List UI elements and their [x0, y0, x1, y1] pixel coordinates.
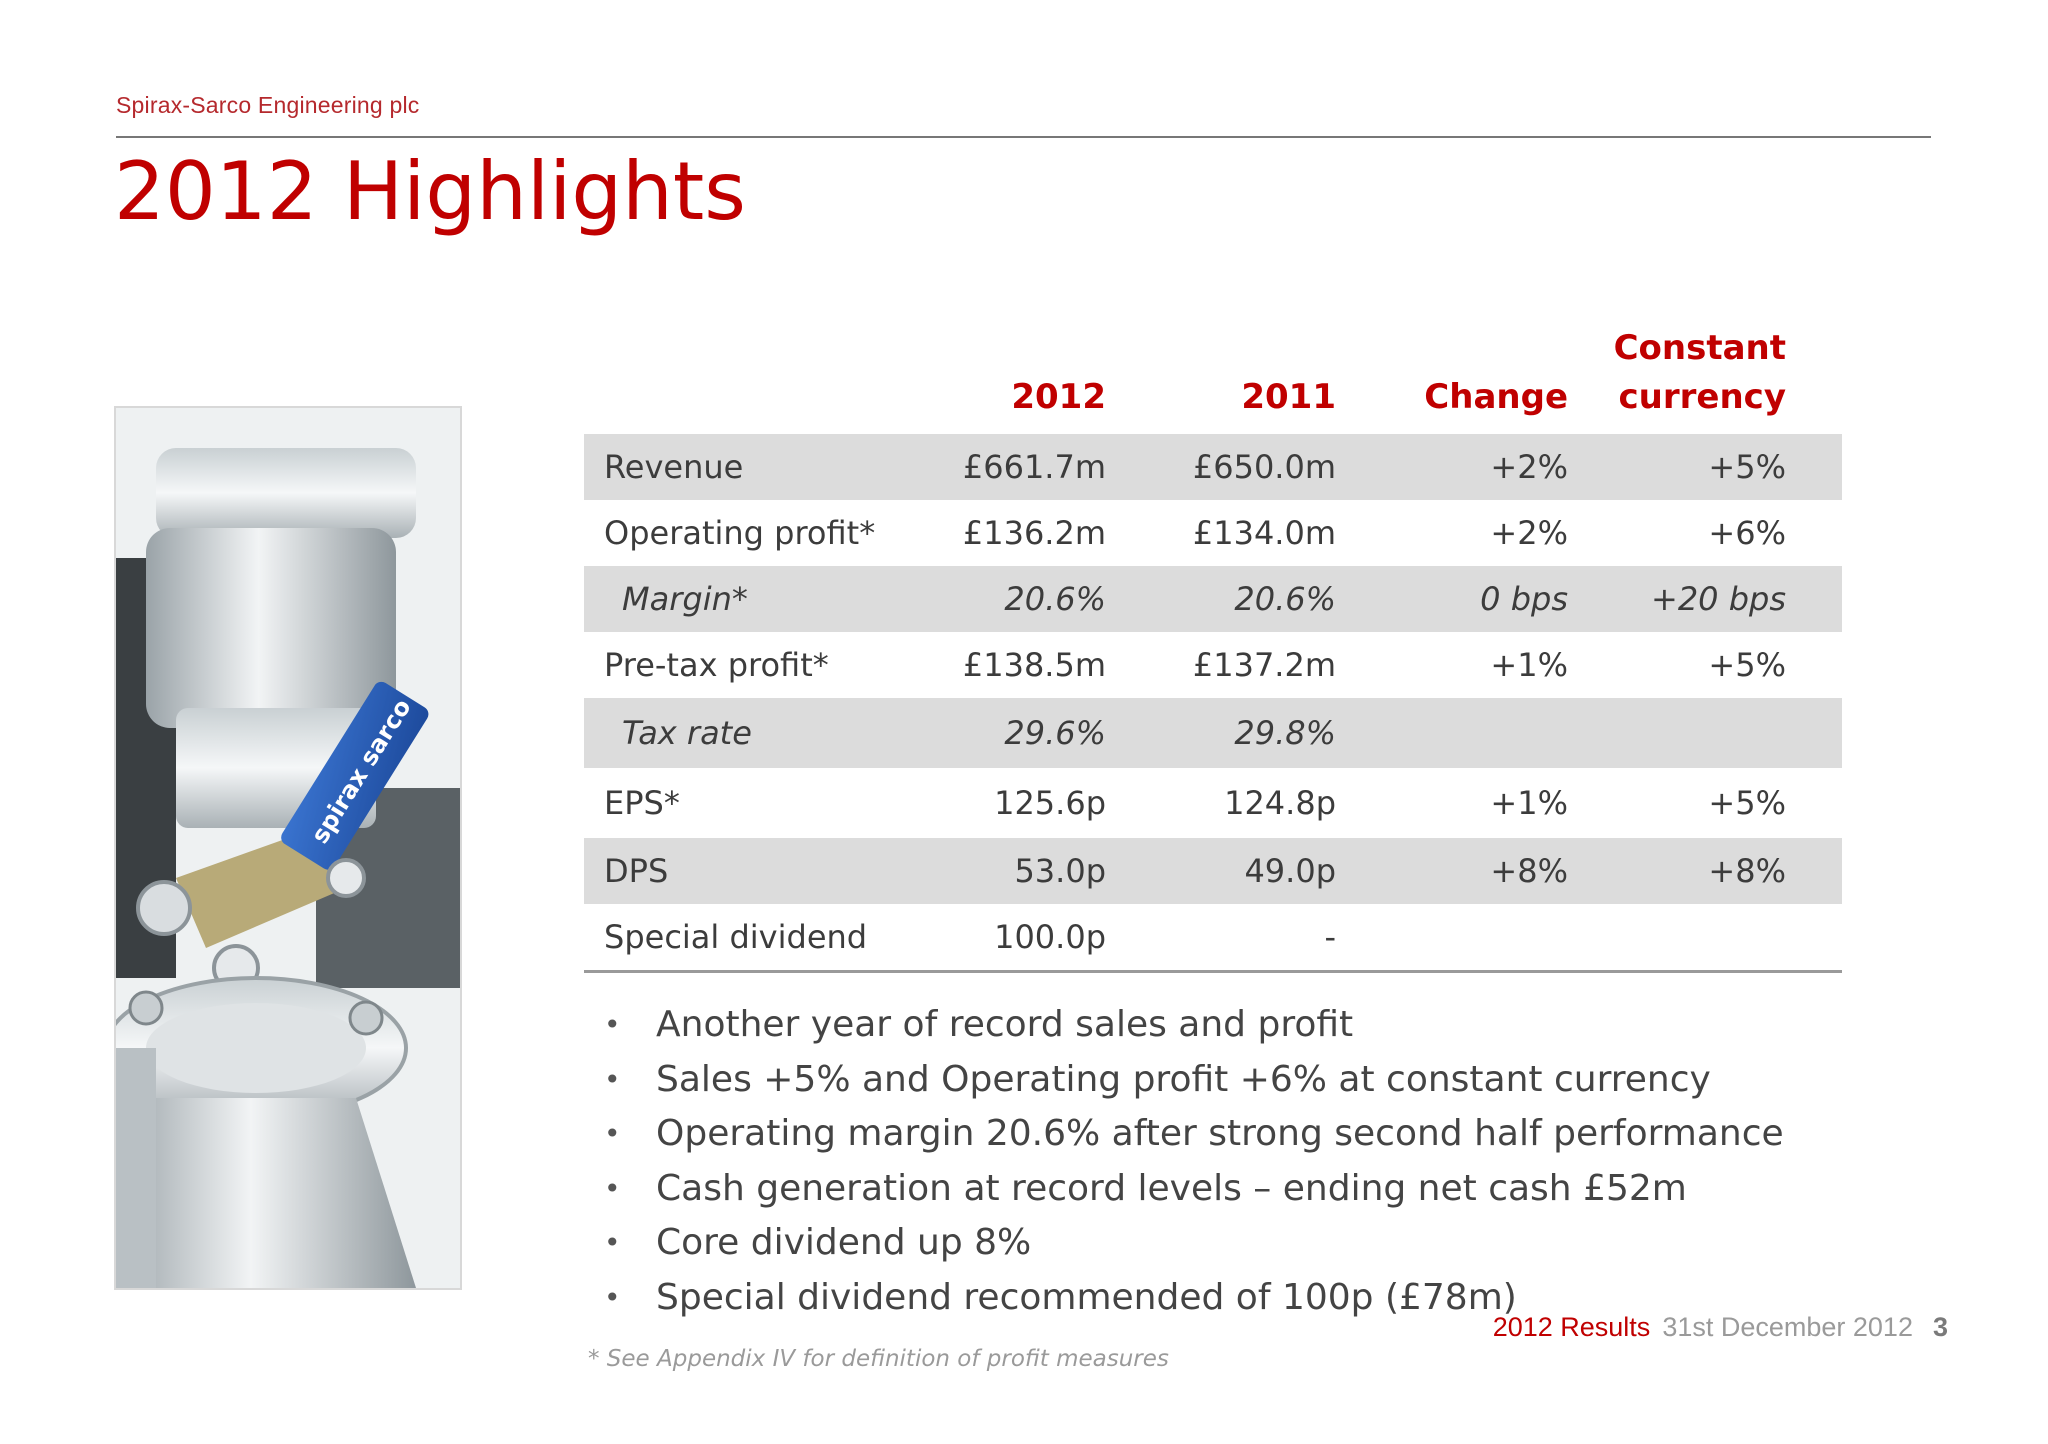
cell-2011: £134.0m	[1192, 514, 1336, 552]
footer-report: 2012 Results	[1492, 1312, 1651, 1342]
footnote: * See Appendix IV for definition of prof…	[588, 1346, 1169, 1372]
bullet-text: Another year of record sales and profit	[656, 1004, 1354, 1045]
table-row: EPS* 125.6p 124.8p +1% +5%	[584, 768, 1842, 838]
list-item: • Another year of record sales and profit	[604, 998, 1784, 1053]
table-row: DPS 53.0p 49.0p +8% +8%	[584, 838, 1842, 904]
company-name: Spirax-Sarco Engineering plc	[116, 92, 420, 118]
bullet-text: Cash generation at record levels – endin…	[656, 1167, 1687, 1209]
bullet-text: Operating margin 20.6% after strong seco…	[656, 1113, 1784, 1155]
table-row: Tax rate 29.6% 29.8%	[584, 698, 1842, 768]
row-label: DPS	[604, 852, 669, 890]
col-header-2011: 2011	[1241, 377, 1336, 417]
valve-illustration: spirax sarco	[116, 408, 460, 1288]
table-row: Pre-tax profit* £138.5m £137.2m +1% +5%	[584, 632, 1842, 698]
cell-constant-currency: +5%	[1708, 448, 1786, 486]
highlights-bullets: • Another year of record sales and profit…	[604, 998, 1784, 1326]
cell-2011: £650.0m	[1192, 448, 1336, 486]
highlights-table: 2012 2011 Change Constant currency Reven…	[584, 320, 1842, 973]
row-label: Pre-tax profit*	[604, 646, 829, 684]
page-number: 3	[1932, 1312, 1948, 1342]
bullet-icon: •	[604, 1117, 621, 1151]
cell-change: +8%	[1490, 852, 1568, 890]
slide-title: 2012 Highlights	[114, 145, 746, 238]
bullet-icon: •	[604, 1280, 621, 1314]
col-header-constant-currency: Constant currency	[1613, 328, 1786, 417]
list-item: • Core dividend up 8%	[604, 1216, 1784, 1271]
cell-2012: 100.0p	[994, 918, 1106, 956]
row-label: EPS*	[604, 784, 680, 822]
cell-2011: 124.8p	[1224, 784, 1336, 822]
bullet-icon: •	[604, 1062, 621, 1096]
row-label: Special dividend	[604, 918, 868, 956]
cell-change: +1%	[1490, 646, 1568, 684]
cell-2011: 49.0p	[1244, 852, 1336, 890]
cell-2012: 20.6%	[1004, 580, 1106, 618]
list-item: • Special dividend recommended of 100p (£…	[604, 1271, 1784, 1326]
table-row: Special dividend 100.0p -	[584, 904, 1842, 970]
table-row: Margin* 20.6% 20.6% 0 bps +20 bps	[584, 566, 1842, 632]
cell-2011: -	[1324, 918, 1336, 956]
bullet-text: Core dividend up 8%	[656, 1222, 1032, 1264]
cell-2011: £137.2m	[1192, 646, 1336, 684]
cell-2011: 29.8%	[1234, 714, 1336, 752]
col-header-2012: 2012	[1011, 377, 1106, 417]
row-label: Revenue	[604, 448, 744, 486]
product-photo: spirax sarco	[114, 406, 462, 1290]
bullet-text: Special dividend recommended of 100p (£7…	[656, 1276, 1517, 1318]
list-item: • Operating margin 20.6% after strong sec…	[604, 1107, 1784, 1162]
bullet-icon: •	[604, 1171, 621, 1205]
cell-constant-currency: +5%	[1708, 784, 1786, 822]
cell-constant-currency: +8%	[1708, 852, 1786, 890]
table-row: Revenue £661.7m £650.0m +2% +5%	[584, 434, 1842, 500]
cell-2012: £138.5m	[962, 646, 1106, 684]
bullet-text: Sales +5% and Operating profit +6% at co…	[656, 1058, 1711, 1100]
cell-2012: 29.6%	[1004, 714, 1106, 752]
cell-2012: £136.2m	[962, 514, 1106, 552]
row-label: Operating profit*	[604, 514, 876, 552]
footer-date: 31st December 2012	[1662, 1312, 1913, 1342]
bullet-icon: •	[604, 1226, 621, 1260]
cell-constant-currency: +20 bps	[1651, 580, 1786, 618]
table-header: 2012 2011 Change Constant currency	[584, 320, 1842, 434]
bullet-icon: •	[604, 1008, 621, 1041]
list-item: • Cash generation at record levels – endi…	[604, 1162, 1784, 1217]
list-item: • Sales +5% and Operating profit +6% at c…	[604, 1053, 1784, 1108]
row-label: Margin*	[622, 580, 748, 618]
table-bottom-rule	[584, 970, 1842, 973]
cell-constant-currency: +6%	[1708, 514, 1786, 552]
col-header-change: Change	[1424, 377, 1568, 417]
cell-change: +1%	[1490, 784, 1568, 822]
cell-change: 0 bps	[1480, 580, 1568, 618]
row-label: Tax rate	[622, 714, 752, 752]
cell-constant-currency: +5%	[1708, 646, 1786, 684]
header-rule	[116, 136, 1931, 138]
cell-2012: 125.6p	[994, 784, 1106, 822]
cell-2012: £661.7m	[962, 448, 1106, 486]
table-row: Operating profit* £136.2m £134.0m +2% +6…	[584, 500, 1842, 566]
cell-2012: 53.0p	[1014, 852, 1106, 890]
cell-change: +2%	[1490, 448, 1568, 486]
slide-footer: 2012 Results 31st December 2012 3	[1493, 1312, 1948, 1343]
cell-2011: 20.6%	[1234, 580, 1336, 618]
cell-change: +2%	[1490, 514, 1568, 552]
